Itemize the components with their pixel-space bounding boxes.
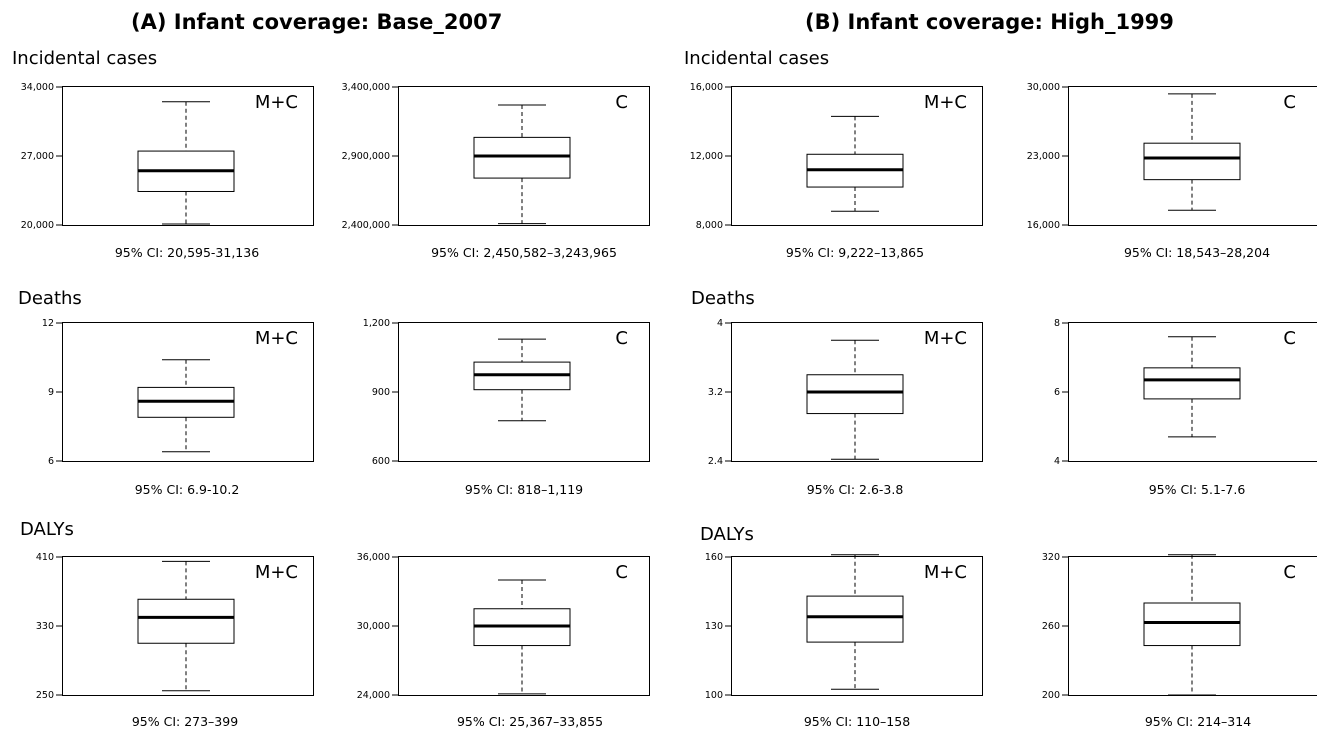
y-tick-label: 12 xyxy=(42,318,54,329)
boxplot-a-incidental-cases-c: 2,400,000 2,900,000 3,400,000 C xyxy=(342,82,650,231)
y-tick-label: 23,000 xyxy=(1027,151,1060,162)
y-tick-label: 20,000 xyxy=(21,220,54,231)
row-label-dalys-b: DALYs xyxy=(700,524,754,545)
plot-frame xyxy=(731,86,983,226)
boxplot-b-incidental-cases-mc: 8,000 12,000 16,000 M+C xyxy=(690,82,983,231)
plot-frame xyxy=(62,86,314,226)
y-tick-label: 160 xyxy=(705,552,723,563)
plot-frame xyxy=(62,322,314,462)
y-tick-label: 410 xyxy=(36,552,54,563)
row-label-incidental-cases-a: Incidental cases xyxy=(12,48,158,69)
ci-label-a-cases-mc: 95% CI: 20,595-31,136 xyxy=(114,245,260,260)
y-tick-label: 2,400,000 xyxy=(342,220,390,231)
scenario-tag: C xyxy=(615,328,628,349)
ci-label-a-deaths-c: 95% CI: 818–1,119 xyxy=(464,482,584,497)
boxplot-a-deaths-mc: 6 9 12 M+C xyxy=(42,318,314,467)
y-tick-label: 330 xyxy=(36,621,54,632)
boxplot-a-deaths-c: 600 900 1,200 C xyxy=(363,318,650,467)
iqr-box xyxy=(1143,367,1241,400)
y-tick-label: 1,200 xyxy=(363,318,390,329)
y-tick-label: 30,000 xyxy=(1027,82,1060,93)
ci-label-a-dalys-mc: 95% CI: 273–399 xyxy=(131,714,239,729)
ci-label-b-dalys-c: 95% CI: 214–314 xyxy=(1144,714,1252,729)
scenario-tag: C xyxy=(1283,562,1296,583)
y-tick-label: 12,000 xyxy=(690,151,723,162)
row-label-deaths-b: Deaths xyxy=(691,288,755,309)
scenario-tag: C xyxy=(615,562,628,583)
y-tick-label: 16,000 xyxy=(690,82,723,93)
scenario-tag: M+C xyxy=(255,328,298,349)
scenario-tag: M+C xyxy=(924,92,967,113)
y-tick-label: 4 xyxy=(1054,456,1060,467)
y-tick-label: 900 xyxy=(372,387,390,398)
y-tick-label: 320 xyxy=(1042,552,1060,563)
y-tick-label: 130 xyxy=(705,621,723,632)
y-tick-label: 36,000 xyxy=(357,552,390,563)
y-tick-label: 3,400,000 xyxy=(342,82,390,93)
y-tick-label: 2,900,000 xyxy=(342,151,390,162)
y-tick-label: 200 xyxy=(1042,690,1060,701)
ci-label-b-dalys-mc: 95% CI: 110–158 xyxy=(803,714,911,729)
boxplot-b-incidental-cases-c: 16,000 23,000 30,000 C xyxy=(1027,82,1317,231)
ci-label-b-deaths-mc: 95% CI: 2.6-3.8 xyxy=(806,482,904,497)
boxplot-b-deaths-mc: 2.4 3.2 4 M+C xyxy=(708,318,983,467)
boxplot-b-dalys-mc: 100 130 160 M+C xyxy=(705,552,983,701)
y-tick-label: 6 xyxy=(1054,387,1060,398)
iqr-box xyxy=(806,595,904,643)
scenario-tag: M+C xyxy=(924,562,967,583)
ci-label-a-deaths-mc: 95% CI: 6.9-10.2 xyxy=(134,482,240,497)
y-tick-label: 2.4 xyxy=(708,456,723,467)
plot-frame xyxy=(398,322,650,462)
plot-frame xyxy=(1068,86,1317,226)
y-tick-label: 9 xyxy=(48,387,54,398)
plot-frame xyxy=(1068,322,1317,462)
y-tick-label: 260 xyxy=(1042,621,1060,632)
row-label-incidental-cases-b: Incidental cases xyxy=(684,48,830,69)
iqr-box xyxy=(137,598,235,644)
plot-frame xyxy=(731,322,983,462)
panel-a-title: (A) Infant coverage: Base_2007 xyxy=(131,10,503,34)
y-tick-label: 34,000 xyxy=(21,82,54,93)
plot-frame xyxy=(62,556,314,696)
plot-frame xyxy=(398,86,650,226)
y-tick-label: 3.2 xyxy=(708,387,723,398)
boxplot-b-deaths-c: 4 6 8 C xyxy=(1054,318,1317,467)
boxplot-a-dalys-c: 24,000 30,000 36,000 C xyxy=(357,552,650,701)
y-tick-label: 8,000 xyxy=(696,220,723,231)
y-tick-label: 16,000 xyxy=(1027,220,1060,231)
y-tick-label: 250 xyxy=(36,690,54,701)
ci-label-b-deaths-c: 95% CI: 5.1-7.6 xyxy=(1148,482,1246,497)
iqr-box xyxy=(1143,142,1241,181)
iqr-box xyxy=(473,136,571,179)
scenario-tag: M+C xyxy=(255,92,298,113)
ci-label-b-cases-c: 95% CI: 18,543–28,204 xyxy=(1123,245,1271,260)
y-tick-label: 30,000 xyxy=(357,621,390,632)
ci-label-a-cases-c: 95% CI: 2,450,582–3,243,965 xyxy=(431,245,617,260)
scenario-tag: C xyxy=(1283,92,1296,113)
boxplot-a-dalys-mc: 250 330 410 M+C xyxy=(36,552,314,701)
iqr-box xyxy=(806,374,904,415)
y-tick-label: 8 xyxy=(1054,318,1060,329)
boxplot-a-incidental-cases-mc: 20,000 27,000 34,000 M+C xyxy=(21,82,314,231)
row-label-dalys-a: DALYs xyxy=(20,519,74,540)
panel-b-title: (B) Infant coverage: High_1999 xyxy=(805,10,1174,34)
plot-frame xyxy=(731,556,983,696)
y-tick-label: 24,000 xyxy=(357,690,390,701)
y-tick-label: 27,000 xyxy=(21,151,54,162)
scenario-tag: C xyxy=(615,92,628,113)
ci-label-b-cases-mc: 95% CI: 9,222–13,865 xyxy=(785,245,925,260)
iqr-box xyxy=(1143,602,1241,647)
scenario-tag: M+C xyxy=(924,328,967,349)
scenario-tag: M+C xyxy=(255,562,298,583)
ci-label-a-dalys-c: 95% CI: 25,367–33,855 xyxy=(456,714,604,729)
y-tick-label: 100 xyxy=(705,690,723,701)
plot-frame xyxy=(398,556,650,696)
row-label-deaths-a: Deaths xyxy=(18,288,82,309)
y-tick-label: 4 xyxy=(717,318,723,329)
scenario-tag: C xyxy=(1283,328,1296,349)
boxplot-b-dalys-c: 200 260 320 C xyxy=(1042,552,1317,701)
y-tick-label: 600 xyxy=(372,456,390,467)
y-tick-label: 6 xyxy=(48,456,54,467)
